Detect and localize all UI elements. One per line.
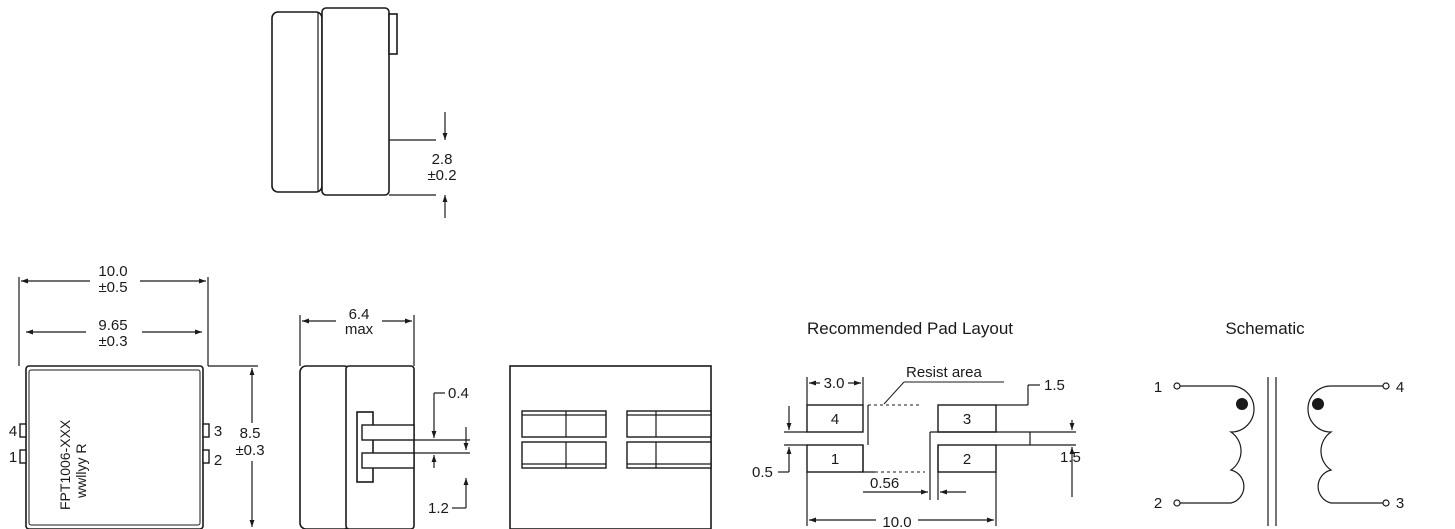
top-side-view: 2.8 ±0.2 bbox=[271, 7, 457, 218]
width-value: 9.65 bbox=[98, 317, 127, 334]
terminal-circle-4 bbox=[1382, 382, 1390, 390]
pad-label-4: 4 bbox=[831, 411, 839, 428]
core-flange-left bbox=[271, 11, 323, 193]
pad-layout-title: Recommended Pad Layout bbox=[807, 319, 1013, 338]
gap-right-value: 1.5 bbox=[1060, 449, 1081, 466]
component-body bbox=[25, 365, 204, 529]
terminal-top bbox=[388, 13, 398, 55]
side-view: 6.4 max 0.4 1.2 bbox=[299, 305, 470, 529]
terminal-pin-4 bbox=[19, 423, 27, 438]
dim-label-bg bbox=[86, 316, 142, 352]
core-body bbox=[321, 7, 390, 196]
pad-width-value: 3.0 bbox=[824, 375, 845, 392]
resist-outline bbox=[862, 445, 875, 473]
height-value: 8.5 bbox=[240, 425, 261, 442]
terminal-circle-2 bbox=[1173, 499, 1181, 507]
pad-layout: Recommended Pad Layout 4 1 3 2 3.0 Resis… bbox=[752, 319, 1081, 529]
side-body bbox=[345, 365, 415, 529]
resist-leader bbox=[883, 381, 905, 405]
polarity-dot-primary bbox=[1236, 398, 1248, 410]
bottom-view bbox=[509, 365, 712, 529]
dim-label-bg bbox=[336, 305, 382, 339]
terminal-circle-1 bbox=[1173, 382, 1181, 390]
side-height-tolerance: ±0.2 bbox=[427, 167, 456, 184]
pad-2 bbox=[937, 444, 997, 473]
max-label: max bbox=[345, 321, 374, 338]
width-tolerance: ±0.3 bbox=[98, 333, 127, 350]
terminal-pin-2 bbox=[202, 449, 210, 464]
length-tolerance: ±0.5 bbox=[98, 279, 127, 296]
terminal-pin-1 bbox=[19, 449, 27, 464]
component-top-face bbox=[28, 369, 201, 526]
side-lead-upper bbox=[361, 424, 415, 441]
length-value: 10.0 bbox=[98, 263, 127, 280]
schematic-pin-4: 4 bbox=[1396, 379, 1404, 396]
max-value: 6.4 bbox=[349, 306, 370, 323]
pad-label-3: 3 bbox=[963, 411, 971, 428]
schematic-pin-1: 1 bbox=[1154, 379, 1162, 396]
height-tolerance: ±0.3 bbox=[235, 442, 264, 459]
schematic: Schematic 1 2 4 3 bbox=[1154, 319, 1404, 526]
terminal-circle-3 bbox=[1382, 499, 1390, 507]
resist-area-label: Resist area bbox=[906, 364, 983, 381]
gap-inner-value: 0.56 bbox=[870, 475, 899, 492]
front-view: 10.0 ±0.5 9.65 ±0.3 4 1 3 2 FPT1006-XXX … bbox=[9, 262, 274, 529]
schematic-pin-2: 2 bbox=[1154, 495, 1162, 512]
pad-label-2: 2 bbox=[963, 451, 971, 468]
pad-3 bbox=[937, 404, 997, 433]
terminal-pin-3 bbox=[202, 423, 210, 438]
pin-label-4: 4 bbox=[9, 423, 17, 440]
pad-label-1: 1 bbox=[831, 451, 839, 468]
polarity-dot-secondary bbox=[1312, 398, 1324, 410]
secondary-winding bbox=[1307, 385, 1383, 504]
gap-top-value: 1.5 bbox=[1044, 377, 1065, 394]
part-marking-line1: FPT1006-XXX bbox=[57, 419, 73, 510]
dim-label-bg bbox=[228, 423, 274, 461]
dim-label-bg bbox=[90, 262, 140, 298]
side-flange bbox=[299, 365, 351, 529]
side-terminal-block bbox=[356, 411, 374, 483]
lead-thickness-value: 0.4 bbox=[448, 385, 469, 402]
schematic-pin-3: 3 bbox=[1396, 495, 1404, 512]
side-lead-lower bbox=[361, 452, 415, 469]
overall-value: 10.0 bbox=[882, 514, 911, 529]
gap-left-value: 0.5 bbox=[752, 464, 773, 481]
dim-label-bg bbox=[876, 512, 918, 529]
pin-label-3: 3 bbox=[214, 423, 222, 440]
primary-winding bbox=[1180, 385, 1255, 504]
dim-label-bg bbox=[820, 373, 848, 389]
part-marking-line2: wwllyy R bbox=[73, 444, 89, 499]
lead-length-value: 1.2 bbox=[428, 500, 449, 517]
side-height-value: 2.8 bbox=[432, 151, 453, 168]
pad-4 bbox=[806, 404, 864, 433]
schematic-title: Schematic bbox=[1225, 319, 1305, 338]
pin-label-1: 1 bbox=[9, 449, 17, 466]
pin-label-2: 2 bbox=[214, 452, 222, 469]
